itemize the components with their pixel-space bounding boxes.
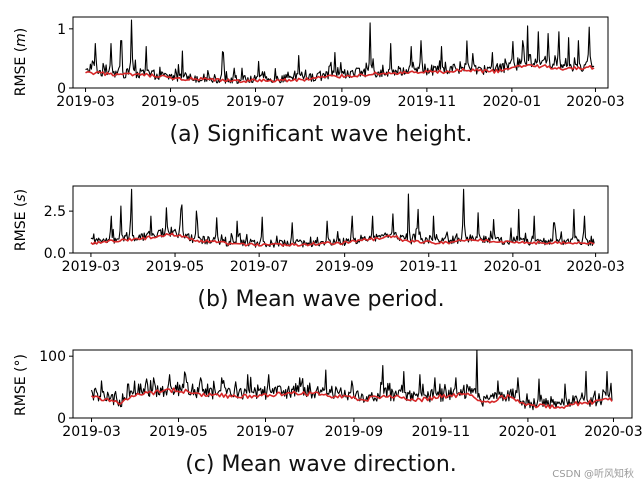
y-axis-label-prefix: RMSE (	[13, 202, 29, 251]
x-tick-label: 2020-03	[584, 424, 642, 440]
x-tick-label: 2019-09	[325, 424, 384, 440]
y-axis-label-prefix: RMSE (	[13, 367, 29, 416]
panel-significant-wave-height: RMSE (m) 0 1 2019-03 2019-05 2019-07 2019-09 2…	[13, 16, 625, 110]
series-hourly-rmse	[90, 349, 613, 411]
x-tick-label: 2019-03	[62, 424, 121, 440]
x-tick-label: 2019-07	[236, 424, 295, 440]
x-tick-label: 2020-01	[483, 94, 542, 110]
x-tick-label: 2020-03	[566, 94, 625, 110]
y-axis-label: RMSE (°)	[13, 354, 29, 416]
y-axis-label-suffix: )	[13, 354, 29, 359]
series-smoothed-rmse	[90, 387, 613, 410]
caption-c: (c) Mean wave direction.	[185, 452, 457, 477]
series-hourly-rmse	[90, 188, 595, 248]
y-axis-label-suffix: )	[13, 28, 29, 33]
watermark: CSDN @听风知秋	[552, 469, 634, 480]
axes-frame	[72, 349, 633, 419]
series-hourly-rmse	[85, 19, 595, 84]
series-smoothed-rmse	[85, 63, 595, 84]
y-axis-label-unit: m	[13, 33, 29, 47]
x-tick-label: 2019-09	[315, 259, 374, 275]
x-tick-label: 2019-07	[226, 94, 285, 110]
x-tick-label: 2020-03	[566, 259, 625, 275]
y-axis-label-suffix: )	[13, 189, 29, 194]
y-tick-label: 0	[57, 411, 66, 427]
x-tick-label: 2019-07	[230, 259, 289, 275]
y-tick-label: 1	[57, 22, 66, 38]
x-tick-label: 2020-01	[484, 259, 543, 275]
panel-mean-wave-period: RMSE (s) 0.0 2.5 2019-03 2019-05 2019-07 2019…	[13, 185, 625, 275]
caption-b: (b) Mean wave period.	[197, 287, 445, 312]
x-tick-label: 2019-05	[141, 94, 200, 110]
x-tick-label: 2019-09	[313, 94, 372, 110]
x-tick-label: 2019-05	[149, 424, 208, 440]
y-tick-label: 100	[39, 349, 66, 365]
caption-a: (a) Significant wave height.	[169, 122, 473, 147]
axes-frame	[72, 185, 609, 254]
y-tick-label: 2.5	[44, 204, 66, 220]
x-tick-label: 2020-01	[499, 424, 558, 440]
x-tick-label: 2019-05	[146, 259, 205, 275]
x-tick-label: 2019-11	[399, 259, 458, 275]
y-axis-label-prefix: RMSE (	[13, 47, 29, 96]
y-axis-label-unit: s	[13, 194, 29, 201]
y-axis-label-unit: °	[13, 360, 29, 367]
y-tick-label: 0.0	[44, 246, 66, 262]
y-axis-label: RMSE (m)	[13, 28, 29, 97]
y-axis-label: RMSE (s)	[13, 189, 29, 251]
panel-mean-wave-direction: RMSE (°) 0 100 2019-03 2019-05 2019-07 2019-0…	[13, 349, 642, 440]
x-tick-label: 2019-11	[398, 94, 457, 110]
x-tick-label: 2019-03	[56, 94, 115, 110]
axes-frame	[72, 16, 609, 89]
y-tick-label: 0	[57, 81, 66, 97]
series-smoothed-rmse	[90, 232, 595, 247]
x-tick-label: 2019-11	[412, 424, 471, 440]
x-tick-label: 2019-03	[62, 259, 121, 275]
